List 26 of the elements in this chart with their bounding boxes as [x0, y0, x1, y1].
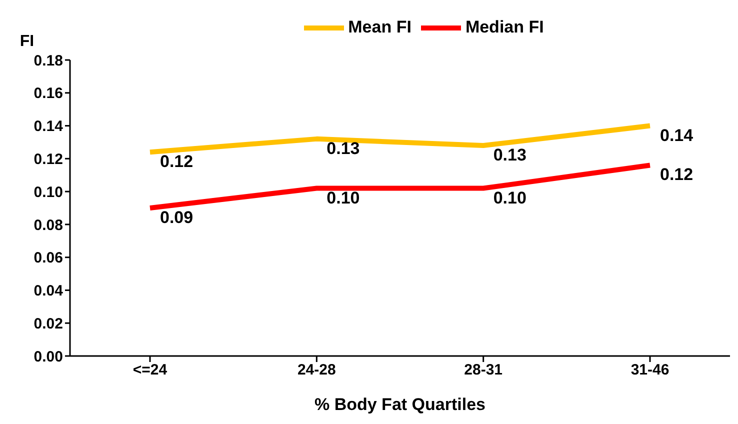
data-label: 0.12	[160, 152, 194, 172]
x-tick-label: 31-46	[630, 362, 670, 379]
y-tick-label: 0.00	[34, 348, 63, 366]
x-tick-label: 24-28	[297, 362, 336, 379]
legend-label: Median FI	[465, 17, 544, 36]
y-tick-label: 0.04	[34, 282, 64, 300]
y-tick-label: 0.16	[34, 85, 63, 102]
data-label: 0.09	[160, 208, 194, 227]
y-tick-label: 0.18	[34, 52, 63, 70]
x-axis-title: % Body Fat Quartiles	[314, 395, 486, 414]
y-tick-label: 0.10	[34, 184, 63, 201]
x-tick-label: 28-31	[464, 362, 503, 379]
data-label: 0.13	[493, 146, 526, 165]
data-label: 0.13	[326, 138, 360, 158]
y-tick-label: 0.02	[34, 315, 63, 332]
data-label: 0.10	[493, 188, 526, 208]
data-label: 0.10	[326, 188, 360, 208]
y-tick-label: 0.06	[34, 250, 63, 267]
y-tick-label: 0.08	[34, 216, 63, 234]
data-label: 0.12	[660, 165, 694, 184]
y-tick-label: 0.12	[34, 150, 63, 168]
y-tick-label: 0.14	[34, 118, 64, 136]
x-tick-label: <=24	[132, 362, 168, 379]
y-axis-title: FI	[20, 33, 34, 50]
data-label: 0.14	[660, 126, 694, 145]
legend-label: Mean FI	[348, 17, 412, 36]
